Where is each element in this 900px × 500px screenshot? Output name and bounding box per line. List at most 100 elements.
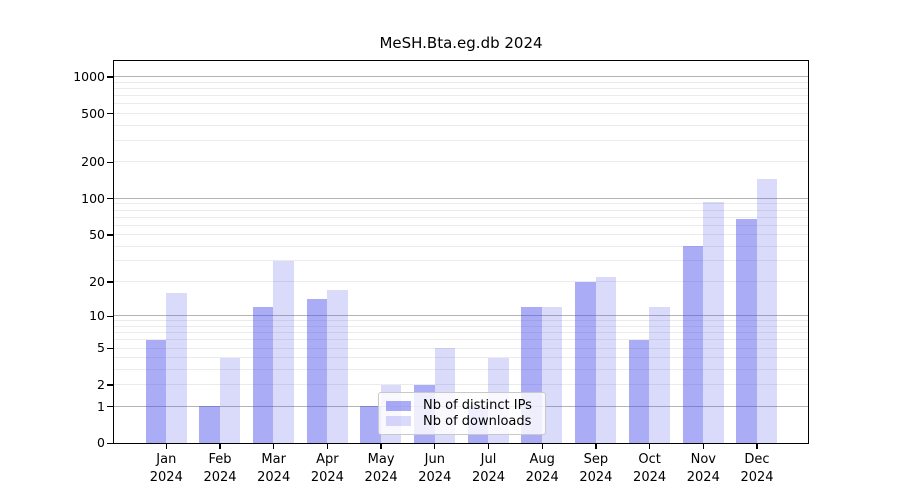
bar-downloads-jan <box>166 292 187 443</box>
gridline-minor <box>114 124 808 126</box>
x-tick-label-nov: Nov 2024 <box>673 451 733 486</box>
x-tick-mark <box>595 444 597 449</box>
x-tick-year: 2024 <box>418 469 452 485</box>
x-tick-mark <box>219 444 221 449</box>
x-tick-year: 2024 <box>310 469 344 485</box>
gridline-minor <box>114 332 808 334</box>
x-tick-mark <box>648 444 651 449</box>
gridline-minor <box>114 245 808 247</box>
legend-swatch-distinct-ips <box>386 400 411 411</box>
x-tick-label-oct: Oct 2024 <box>620 451 680 486</box>
gridline-minor <box>114 326 808 328</box>
y-tick-label: 1000 <box>73 69 105 85</box>
x-tick-label-jan: Jan 2024 <box>136 451 196 486</box>
y-tick-label: 2 <box>97 377 105 393</box>
gridline-minor <box>114 357 808 359</box>
x-tick-year: 2024 <box>203 469 237 485</box>
y-tick-mark <box>107 442 113 444</box>
gridline-minor <box>114 339 808 341</box>
gridline-minor <box>114 103 808 105</box>
bar-distinct-ips-feb <box>199 406 220 443</box>
x-tick-mark <box>434 444 436 449</box>
x-tick-mark <box>326 444 329 449</box>
gridline-minor <box>114 369 808 371</box>
legend-item-downloads: Nb of downloads <box>386 414 537 429</box>
y-tick-label: 100 <box>81 190 105 206</box>
y-tick-mark <box>107 198 113 200</box>
y-tick-mark <box>107 113 113 115</box>
bar-distinct-ips-may <box>360 406 381 443</box>
x-tick-label-sep: Sep 2024 <box>566 451 626 486</box>
gridline-minor <box>114 140 808 142</box>
gridline-major <box>114 197 808 199</box>
bar-downloads-mar <box>273 261 294 443</box>
x-tick-year: 2024 <box>471 469 506 485</box>
bar-distinct-ips-oct <box>628 339 650 443</box>
gridline-minor <box>114 320 808 322</box>
x-tick-mark <box>487 444 490 449</box>
x-tick-label-aug: Aug 2024 <box>512 451 572 486</box>
x-tick-label-jun: Jun 2024 <box>405 451 465 486</box>
bar-distinct-ips-dec <box>736 218 757 443</box>
gridline-major <box>114 315 808 317</box>
x-tick-month: Jul <box>480 452 497 467</box>
bar-downloads-oct <box>649 307 670 443</box>
gridline-major <box>114 76 808 78</box>
bar-downloads-feb <box>219 357 241 443</box>
x-tick-label-jul: Jul 2024 <box>459 451 519 486</box>
x-tick-month: Aug <box>529 452 555 467</box>
x-tick-label-apr: Apr 2024 <box>297 451 357 486</box>
gridline-minor <box>114 234 808 236</box>
x-tick-year: 2024 <box>257 469 291 485</box>
x-tick-label-mar: Mar 2024 <box>244 451 304 486</box>
x-tick-mark <box>273 444 275 449</box>
bar-downloads-nov <box>703 201 724 443</box>
bar-distinct-ips-jan <box>145 339 166 443</box>
x-tick-month: Apr <box>316 452 339 467</box>
y-tick-mark <box>107 161 113 163</box>
gridline-minor <box>114 281 808 283</box>
gridline-minor <box>114 81 808 83</box>
bar-distinct-ips-mar <box>252 307 274 443</box>
x-tick-mark <box>380 444 382 449</box>
x-tick-label-dec: Dec 2024 <box>727 451 787 486</box>
gridline-minor <box>114 203 808 205</box>
gridline-minor <box>114 209 808 211</box>
x-tick-year: 2024 <box>633 469 667 485</box>
gridline-minor <box>114 95 808 97</box>
legend: Nb of distinct IPs Nb of downloads <box>378 392 546 435</box>
gridline-minor <box>114 384 808 386</box>
gridline-minor <box>114 216 808 218</box>
y-tick-mark <box>107 234 113 236</box>
gridline-minor <box>114 113 808 115</box>
x-tick-year: 2024 <box>740 469 774 485</box>
bar-downloads-sep <box>595 276 617 443</box>
x-tick-month: Sep <box>583 452 609 467</box>
gridline-minor <box>114 224 808 226</box>
y-tick-label: 500 <box>81 105 105 121</box>
y-tick-mark <box>107 76 113 78</box>
y-tick-mark <box>107 384 113 386</box>
y-tick-mark <box>107 315 113 317</box>
bar-downloads-dec <box>756 179 778 443</box>
x-tick-year: 2024 <box>525 469 559 485</box>
chart-title: MeSH.Bta.eg.db 2024 <box>379 34 543 52</box>
y-tick-mark <box>107 405 113 408</box>
bar-distinct-ips-apr <box>306 299 328 443</box>
y-tick-mark <box>107 347 113 349</box>
x-tick-mark <box>165 444 167 449</box>
plot-canvas <box>114 61 808 443</box>
gridline-minor <box>114 347 808 349</box>
y-tick-label: 0 <box>97 435 105 451</box>
y-tick-label: 5 <box>97 340 105 356</box>
plot-area <box>113 60 809 444</box>
x-tick-mark <box>756 444 758 449</box>
x-tick-month: Dec <box>744 452 770 467</box>
bar-downloads-apr <box>327 289 348 443</box>
y-tick-label: 20 <box>89 273 105 289</box>
y-tick-mark <box>107 281 113 283</box>
x-tick-month: May <box>367 452 395 467</box>
legend-label-downloads: Nb of downloads <box>423 413 532 429</box>
y-tick-label: 10 <box>89 308 105 324</box>
